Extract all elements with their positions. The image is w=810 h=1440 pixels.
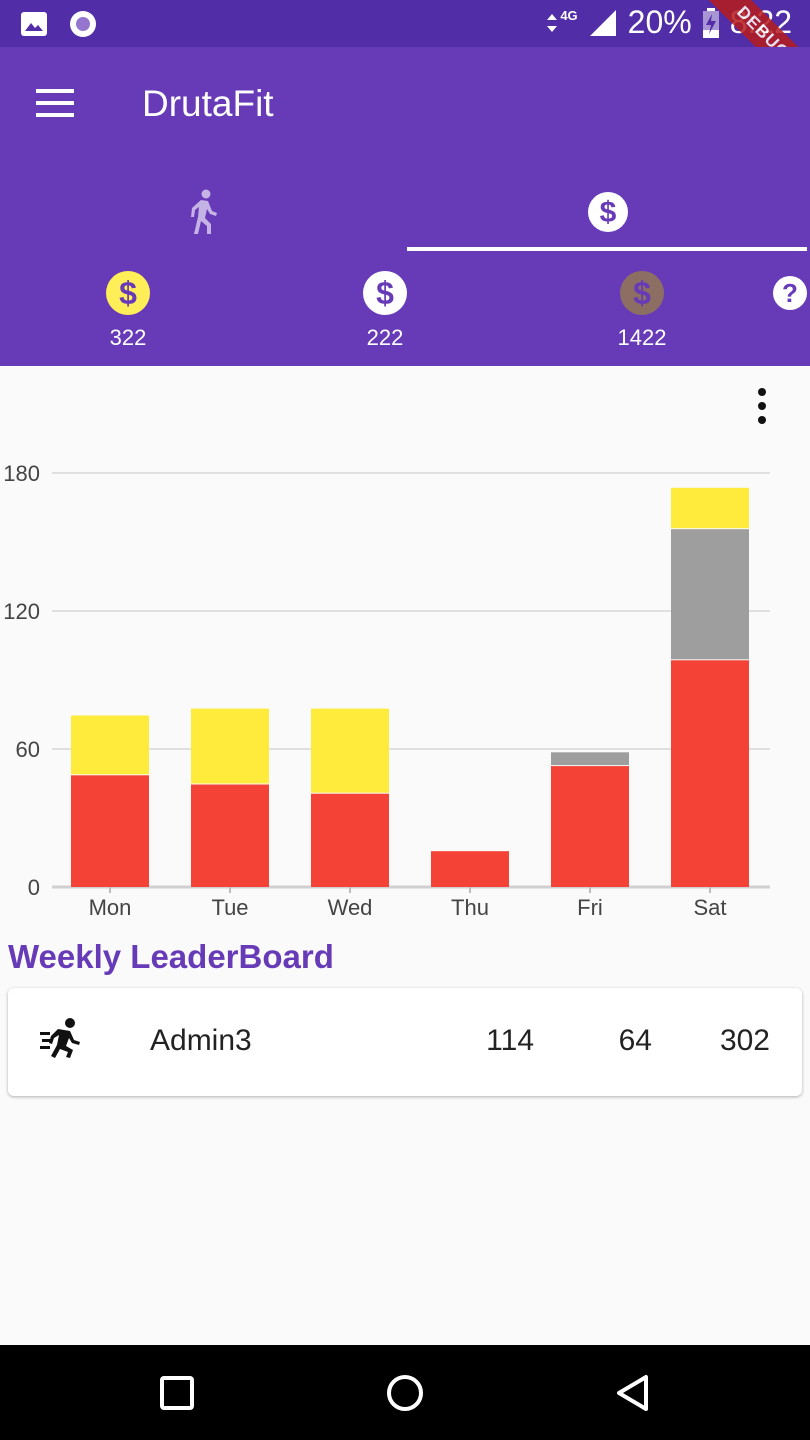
signal-icon	[589, 9, 616, 36]
svg-text:$: $	[119, 275, 137, 311]
chart-bar-segment	[191, 784, 269, 887]
svg-text:$: $	[633, 275, 651, 311]
weekly-coins-chart: 0 60 120 180 Mon Tue Wed Thu Fri Sat	[3, 461, 770, 920]
chart-bar-segment	[191, 708, 269, 784]
help-button[interactable]: ?	[773, 276, 807, 310]
runner-icon	[40, 1018, 80, 1058]
battery-percentage: 20%	[627, 4, 692, 40]
network-type-label: 4G	[560, 8, 578, 23]
chart-bar-segment	[311, 793, 389, 887]
bronze-coin-icon: $	[620, 271, 664, 315]
coin-silver-value: 222	[366, 325, 404, 350]
coin-gold: $ 322	[78, 270, 178, 351]
image-icon	[21, 12, 47, 36]
data-arrows-icon	[547, 13, 558, 32]
record-icon	[70, 11, 96, 37]
tab-steps[interactable]	[0, 172, 405, 252]
chart-x-tick-label: Mon	[89, 895, 132, 920]
dollar-circle-icon: $	[587, 192, 628, 232]
chart-y-tick-label: 180	[3, 461, 40, 486]
leaderboard-row[interactable]: Admin3 114 64 302	[8, 988, 802, 1096]
chart-x-tick-label: Fri	[577, 895, 603, 920]
chart-y-tick-label: 120	[3, 599, 40, 624]
system-nav-bar	[0, 1345, 810, 1440]
coin-summary: $ 322 $ 222 $ 1422 ?	[0, 252, 810, 366]
chart-bar-segment	[71, 715, 149, 775]
leaderboard-title: Weekly LeaderBoard	[8, 938, 334, 975]
chart-bar-segment	[671, 487, 749, 529]
silver-coin-icon: $	[363, 271, 407, 315]
coin-bronze: $ 1422	[592, 270, 692, 351]
chart-bar-segment	[551, 766, 629, 887]
chart-x-tick-label: Tue	[211, 895, 248, 920]
chart-bar-segment	[431, 851, 509, 887]
chart-x-tick-label: Sat	[693, 895, 726, 920]
menu-icon-bar	[36, 113, 74, 117]
gold-coin-icon: $	[106, 271, 150, 315]
recent-apps-icon[interactable]	[157, 1373, 197, 1413]
chart-bar-segment	[71, 775, 149, 887]
back-icon[interactable]	[613, 1373, 653, 1413]
more-icon-dot	[758, 402, 766, 410]
chart-bar-segment	[311, 708, 389, 793]
battery-charging-icon	[702, 7, 719, 38]
chart-y-tick-label: 60	[16, 737, 40, 762]
chart-y-tick-label: 0	[28, 875, 40, 900]
menu-icon-bar	[36, 101, 74, 105]
coin-bronze-value: 1422	[617, 325, 667, 350]
leaderboard-value-2: 64	[618, 1024, 652, 1057]
svg-text:$: $	[599, 196, 616, 229]
chart-bar-segment	[551, 752, 629, 766]
menu-icon-bar	[36, 89, 74, 93]
more-options-button[interactable]	[752, 388, 772, 424]
tab-coins[interactable]: $	[405, 172, 810, 252]
leaderboard-value-3: 302	[719, 1024, 770, 1057]
app-bar: DrutaFit $	[0, 47, 810, 252]
svg-text:$: $	[376, 275, 394, 311]
leaderboard-name: Admin3	[150, 1024, 252, 1057]
chart-x-tick-label: Thu	[451, 895, 489, 920]
tab-indicator	[407, 247, 807, 251]
coin-silver: $ 222	[335, 270, 435, 351]
chart-bar-segment	[671, 529, 749, 660]
more-icon-dot	[758, 416, 766, 424]
home-icon[interactable]	[385, 1373, 425, 1413]
chart-bar-segment	[671, 660, 749, 887]
menu-button[interactable]	[36, 89, 74, 117]
more-icon-dot	[758, 388, 766, 396]
walk-icon	[190, 189, 217, 234]
chart-x-tick-label: Wed	[328, 895, 373, 920]
coin-gold-value: 322	[109, 325, 147, 350]
app-title: DrutaFit	[142, 83, 274, 124]
status-bar: 4G 20% 8:22 DEBUG	[0, 0, 810, 104]
leaderboard-value-1: 114	[486, 1024, 534, 1057]
